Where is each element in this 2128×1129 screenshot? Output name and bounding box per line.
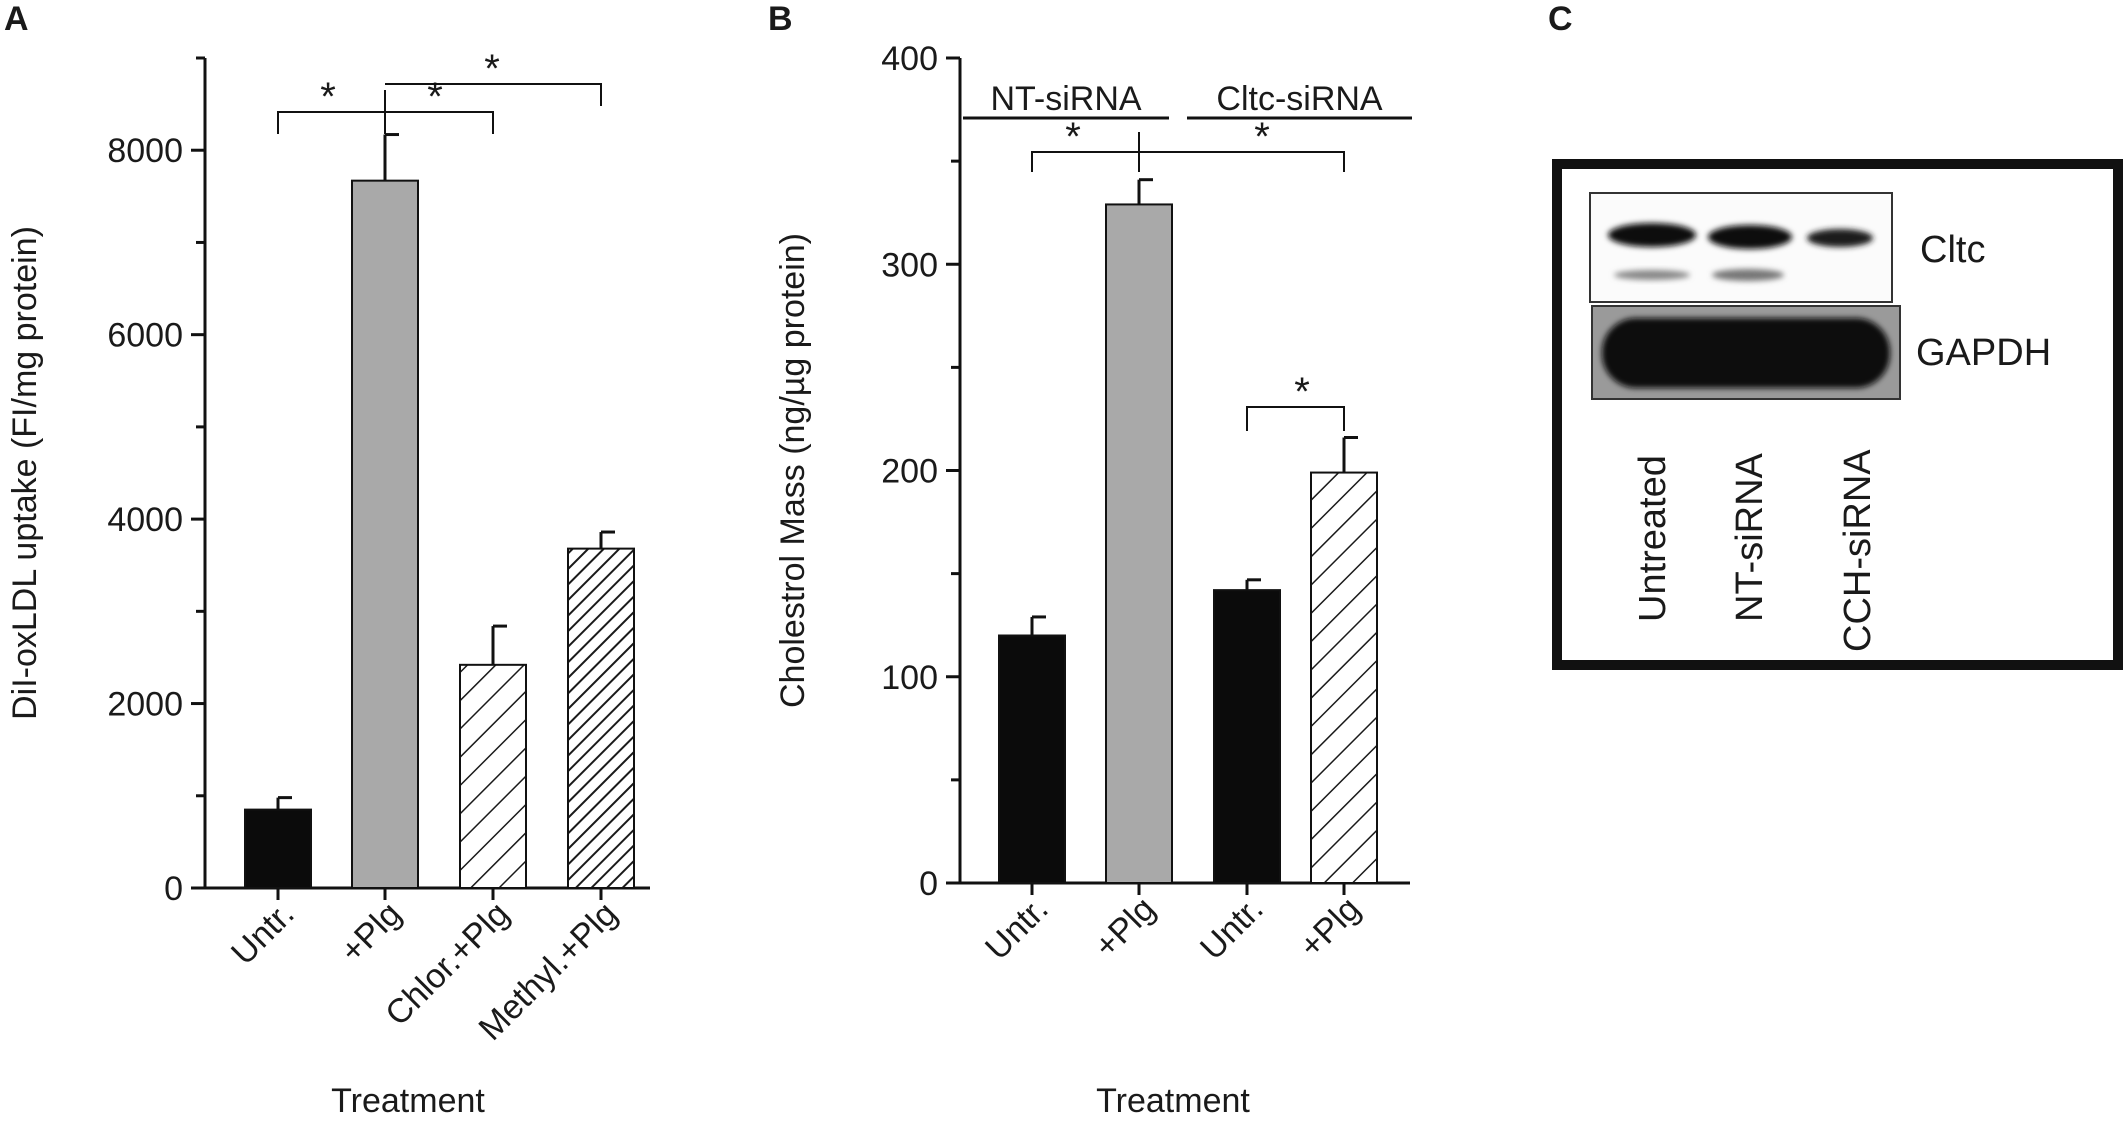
cltc-band-lane-3: [1807, 229, 1873, 247]
significance-star: *: [484, 47, 500, 91]
bar: [351, 179, 419, 889]
panel-letter-c: C: [1548, 0, 1573, 38]
cltc-minor-band-lane-2: [1712, 269, 1784, 281]
x-axis-title: Treatment: [1096, 1082, 1250, 1120]
bar: [1310, 471, 1378, 884]
significance-bracket: [1031, 151, 1140, 172]
y-tick-label: 8000: [107, 132, 183, 170]
gapdh-label: GAPDH: [1916, 332, 2051, 374]
significance-star: *: [1254, 115, 1270, 159]
panel-letter-b: B: [768, 0, 793, 38]
group-label: NT-siRNA: [990, 80, 1141, 118]
x-category-label: +Plg: [1087, 890, 1163, 966]
blot-frame: [1552, 159, 2123, 670]
group-label: Cltc-siRNA: [1216, 80, 1383, 118]
x-category-label: Untr.: [1193, 890, 1271, 968]
y-axis-title: Cholestrol Mass (ng/µg protein): [774, 233, 812, 708]
y-tick-label: 0: [919, 865, 938, 903]
y-tick-label: 4000: [107, 501, 183, 539]
y-tick-label: 6000: [107, 317, 183, 355]
panel-letter-a: A: [4, 0, 29, 38]
significance-bracket: [385, 83, 602, 106]
significance-bracket: [277, 111, 386, 134]
x-category-label: +Plg: [1292, 890, 1368, 966]
x-category-label: Untr.: [224, 895, 302, 973]
y-tick-label: 400: [881, 40, 938, 78]
bar: [459, 663, 527, 889]
bar: [1213, 589, 1281, 884]
significance-star: *: [1065, 115, 1081, 159]
significance-bracket: [1246, 406, 1345, 431]
chart-b: 0 100 200 300 400 Cholestrol Mass (ng/µg prot…: [774, 40, 1412, 1120]
bar: [244, 808, 312, 889]
bar: [567, 547, 635, 889]
y-tick-label: 2000: [107, 686, 183, 724]
x-category-label: +Plg: [333, 895, 409, 971]
cltc-band-lane-2: [1708, 225, 1792, 249]
y-axis-title: DiI-oxLDL uptake (FI/mg protein): [6, 226, 44, 720]
x-axis-title: Treatment: [331, 1082, 485, 1120]
y-tick-label: 100: [881, 659, 938, 697]
significance-star: *: [427, 75, 443, 119]
y-tick-label: 0: [164, 870, 183, 908]
western-blot: Cltc GAPDH Untreated NT-siRNA CCH-siRNA: [1552, 159, 2123, 670]
significance-star: *: [320, 75, 336, 119]
significance-star: *: [1294, 370, 1310, 414]
chart-a: 0 2000 4000 6000 8000 DiI-oxLDL uptake (FI/mg…: [6, 47, 650, 1120]
lane-label-untreated: Untreated: [1632, 455, 1674, 622]
significance-bracket: [384, 90, 494, 134]
cltc-minor-band-lane-1: [1614, 270, 1690, 280]
bar: [1105, 203, 1173, 884]
lane-label-nt-sirna: NT-siRNA: [1729, 452, 1771, 622]
bar: [998, 634, 1066, 884]
lane-label-cch-sirna: CCH-siRNA: [1837, 449, 1879, 652]
gapdh-band: [1602, 318, 1890, 388]
y-tick-label: 200: [881, 453, 938, 491]
significance-bracket: [1138, 132, 1345, 172]
cltc-band-lane-1: [1608, 223, 1696, 247]
y-tick-label: 300: [881, 246, 938, 284]
cltc-label: Cltc: [1920, 229, 1985, 271]
x-category-label: Untr.: [978, 890, 1056, 968]
